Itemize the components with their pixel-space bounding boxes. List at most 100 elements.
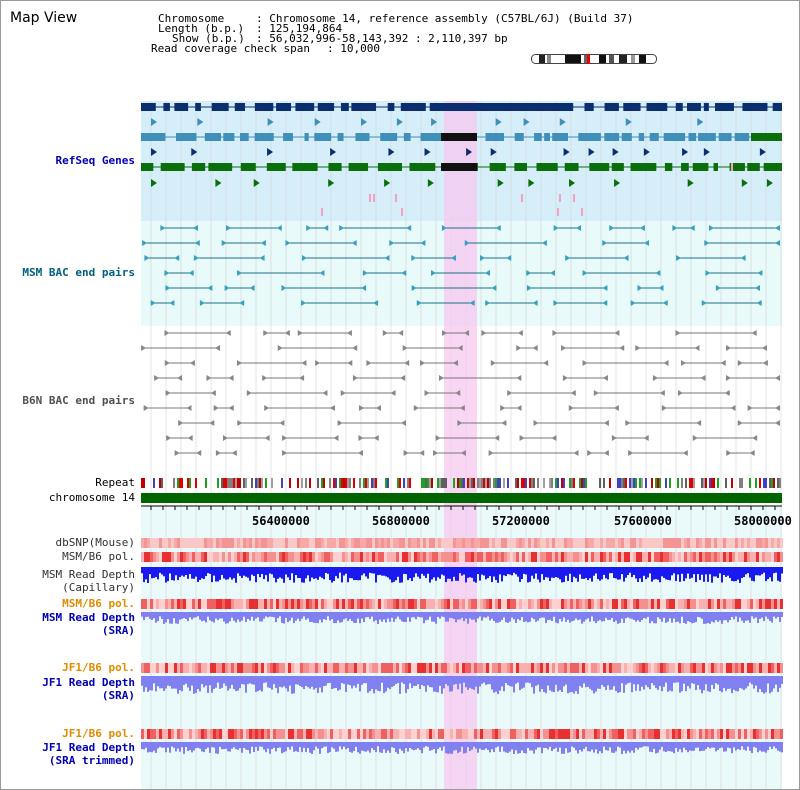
read-depth-bar (491, 676, 493, 690)
polymorphism-cell (153, 538, 156, 548)
polymorphism-cell (663, 552, 666, 562)
polymorphism-cell (525, 552, 528, 562)
polymorphism-cell (315, 552, 318, 562)
read-depth-bar (701, 676, 703, 694)
read-depth-bar (685, 676, 687, 692)
read-depth-bar (203, 612, 205, 621)
repeat-segment (439, 478, 441, 488)
read-depth-bar (219, 567, 221, 580)
polymorphism-cell (561, 552, 564, 562)
read-depth-bar (601, 676, 603, 685)
repeat-segment (229, 478, 231, 488)
read-depth-bar (505, 742, 507, 753)
polymorphism-cell (576, 552, 579, 562)
bac-end-marker (389, 240, 395, 246)
polymorphism-cell (591, 538, 594, 548)
read-depth-bar (449, 612, 451, 618)
gene-exon (292, 163, 318, 171)
bac-end-marker (469, 300, 475, 306)
read-depth-bar (661, 676, 663, 692)
read-depth-bar (775, 676, 777, 685)
polymorphism-cell (540, 552, 543, 562)
read-depth-bar (343, 742, 345, 747)
polymorphism-cell (483, 663, 486, 673)
polymorphism-cell (537, 729, 540, 739)
polymorphism-cell (699, 552, 702, 562)
polymorphism-cell (390, 729, 393, 739)
read-depth-bar (329, 612, 331, 621)
read-depth-bar (681, 676, 683, 692)
read-depth-bar (483, 676, 485, 683)
polymorphism-cell (609, 729, 612, 739)
repeat-segment (621, 478, 623, 488)
polymorphism-cell (282, 538, 285, 548)
info-show-key: Show (b.p.) (172, 32, 245, 45)
read-depth-bar (581, 676, 583, 688)
polymorphism-cell (636, 552, 639, 562)
polymorphism-cell (255, 538, 258, 548)
read-depth-bar (319, 742, 321, 754)
bac-end-marker (450, 255, 456, 261)
bac-end-marker (637, 285, 643, 291)
polymorphism-cell (228, 599, 231, 609)
polymorphism-cell (603, 552, 606, 562)
read-depth-bar (627, 567, 629, 575)
read-depth-bar (665, 612, 667, 623)
polymorphism-cell (534, 599, 537, 609)
polymorphism-cell (648, 729, 651, 739)
polymorphism-cell (186, 729, 189, 739)
read-depth-bar (729, 612, 731, 621)
polymorphism-cell (594, 663, 597, 673)
polymorphism-cell (282, 599, 285, 609)
polymorphism-cell (432, 538, 435, 548)
read-depth-bar (687, 742, 689, 753)
gene-exon (663, 133, 686, 141)
read-depth-bar (547, 567, 549, 578)
polymorphism-cell (669, 599, 672, 609)
read-depth-bar (645, 567, 647, 580)
polymorphism-cell (243, 538, 246, 548)
read-depth-bar (409, 612, 411, 622)
polymorphism-cell (651, 663, 654, 673)
read-depth-bar (507, 567, 509, 575)
read-depth-bar (331, 676, 333, 690)
read-depth-bar (709, 567, 711, 575)
polymorphism-cell (168, 663, 171, 673)
polymorphism-cell (720, 729, 723, 739)
polymorphism-cell (219, 538, 222, 548)
read-depth-bar (573, 567, 575, 577)
read-depth-bar (143, 676, 145, 692)
read-depth-bar (245, 567, 247, 577)
bac-end-marker (438, 375, 444, 381)
polymorphism-cell (714, 729, 717, 739)
polymorphism-cell (435, 599, 438, 609)
read-depth-bar (437, 742, 439, 750)
repeat-segment (317, 478, 319, 488)
read-depth-bar (143, 567, 145, 583)
read-depth-bar (215, 676, 217, 688)
polymorphism-cell (450, 538, 453, 548)
read-depth-bar (513, 612, 515, 620)
polymorphism-cell (483, 552, 486, 562)
polymorphism-cell (546, 729, 549, 739)
polymorphism-cell (498, 538, 501, 548)
read-depth-bar (567, 612, 569, 620)
read-depth-bar (377, 567, 379, 576)
bac-end-marker (186, 405, 192, 411)
chromosome-ideogram-icon[interactable] (531, 54, 657, 64)
polymorphism-cell (729, 663, 732, 673)
polymorphism-cell (459, 729, 462, 739)
polymorphism-cell (606, 599, 609, 609)
read-depth-bar (359, 742, 361, 754)
polymorphism-cell (282, 729, 285, 739)
read-depth-bar (409, 567, 411, 579)
read-depth-bar (509, 742, 511, 752)
read-depth-bar (539, 742, 541, 748)
read-depth-bar (481, 742, 483, 750)
polymorphism-cell (558, 663, 561, 673)
read-depth-bar (477, 567, 479, 575)
bac-end-marker (196, 450, 202, 456)
read-depth-bar (427, 612, 429, 620)
polymorphism-cell (261, 663, 264, 673)
